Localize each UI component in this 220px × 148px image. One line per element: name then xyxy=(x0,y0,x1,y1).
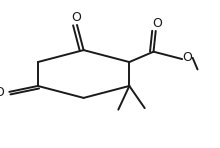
Text: O: O xyxy=(183,51,192,64)
Text: O: O xyxy=(71,11,81,24)
Text: O: O xyxy=(152,17,162,30)
Text: O: O xyxy=(0,86,4,99)
